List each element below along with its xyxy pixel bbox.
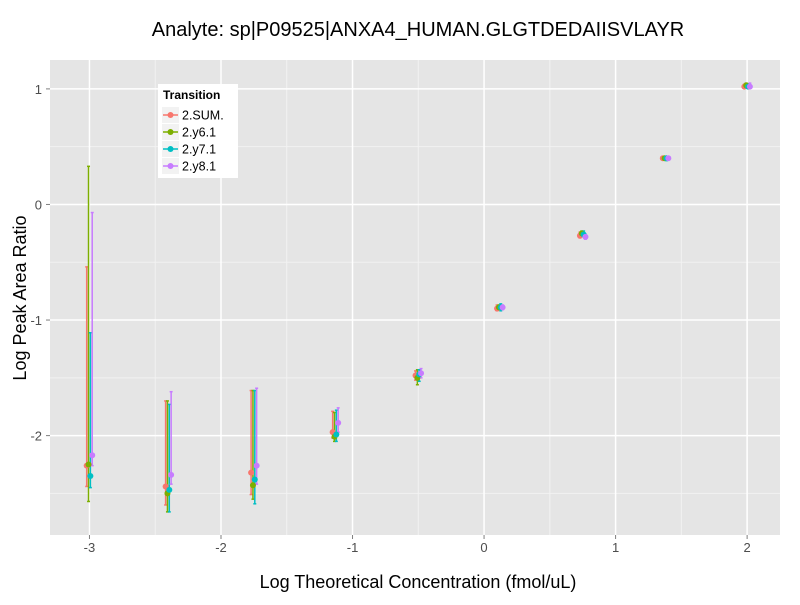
x-tick-label: 1 (612, 540, 619, 555)
data-point (248, 469, 255, 476)
legend-key-point (167, 112, 174, 118)
axes: -3 -2 -1 0 1 2 -2 -1 0 1 (30, 82, 750, 555)
data-point (87, 473, 94, 480)
y-tick-label: 0 (35, 197, 42, 212)
legend-label: 2.y8.1 (182, 160, 216, 174)
y-axis-label: Log Peak Area Ratio (10, 215, 30, 380)
data-point (335, 419, 342, 426)
x-axis-label: Log Theoretical Concentration (fmol/uL) (260, 572, 577, 592)
data-point (251, 476, 258, 483)
y-tick-label: -1 (30, 313, 42, 328)
x-tick-label: -1 (347, 540, 359, 555)
data-point (665, 155, 672, 162)
y-tick-label: -2 (30, 429, 42, 444)
x-tick-label: -3 (84, 540, 96, 555)
x-tick-label: 0 (480, 540, 487, 555)
x-tick-label: 2 (743, 540, 750, 555)
data-point (582, 233, 589, 240)
data-marks (83, 82, 753, 513)
legend-label: 2.y7.1 (182, 143, 216, 157)
data-point (746, 83, 753, 90)
data-point (333, 431, 340, 438)
data-point (253, 462, 260, 469)
x-tick-label: -2 (215, 540, 227, 555)
legend-title: Transition (163, 88, 220, 102)
data-point (166, 486, 173, 493)
legend-label: 2.SUM. (182, 109, 224, 123)
data-point (168, 471, 175, 478)
legend-key-point (167, 129, 174, 135)
data-point (499, 304, 506, 311)
y-tick-label: 1 (35, 82, 42, 97)
data-point (249, 482, 256, 489)
data-point (85, 461, 92, 468)
legend-key-point (167, 146, 174, 152)
data-point (418, 370, 425, 377)
chart-title: Analyte: sp|P09525|ANXA4_HUMAN.GLGTDEDAI… (152, 19, 684, 41)
data-point (89, 452, 96, 459)
legend: Transition 2.SUM. 2.y6.1 2.y7.1 2.y8.1 (158, 84, 238, 178)
legend-label: 2.y6.1 (182, 126, 216, 140)
legend-key-point (167, 163, 174, 169)
